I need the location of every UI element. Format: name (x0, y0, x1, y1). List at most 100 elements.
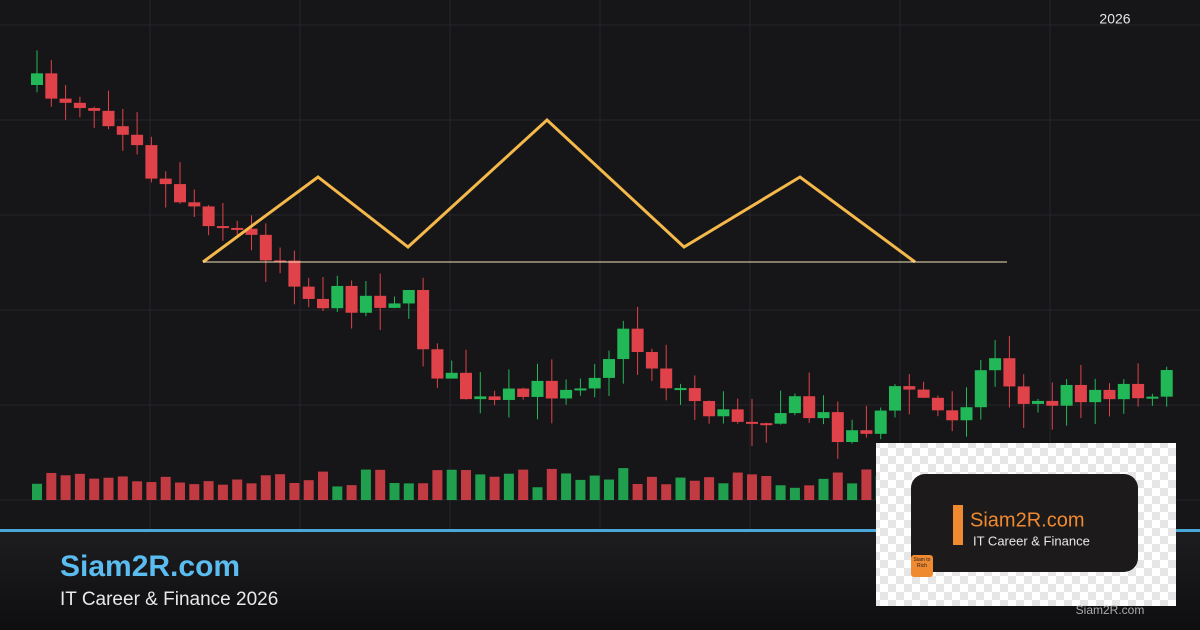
candle-body (703, 401, 716, 417)
volume-bar (704, 477, 715, 500)
volume-bar (475, 474, 486, 500)
candle-body (617, 328, 630, 360)
volume-bar (632, 484, 643, 500)
volume-bar (346, 485, 357, 500)
candle-body (817, 412, 830, 419)
volume-bar (117, 476, 128, 500)
candle-body (1132, 383, 1145, 399)
candle-body (960, 407, 973, 421)
candle-body (1046, 400, 1059, 406)
volume-bar (861, 469, 872, 500)
candle-body (145, 145, 158, 179)
candle-body (931, 397, 944, 411)
volume-bar (546, 468, 557, 500)
volume-bar (375, 469, 386, 500)
volume-bar (103, 477, 114, 500)
candle-body (488, 396, 501, 400)
candle-body (1060, 384, 1073, 406)
volume-bar (303, 480, 314, 500)
logo-bar (953, 505, 963, 545)
candle-body (560, 389, 573, 399)
candle-body (803, 396, 816, 419)
volume-bar (360, 469, 371, 500)
candle-body (359, 295, 372, 313)
volume-bar (32, 483, 42, 500)
volume-bar (732, 472, 743, 500)
candle-body (388, 303, 401, 308)
volume-bar (618, 468, 629, 500)
candle-body (259, 234, 272, 261)
candle-body (545, 380, 558, 399)
volume-bar (604, 479, 614, 500)
logo: Siam2R.com IT Career & Finance Siam to R… (876, 443, 1176, 617)
candle-body (645, 352, 658, 369)
volume-bar (403, 483, 414, 500)
candle-body (188, 202, 201, 207)
volume-bar (589, 475, 600, 500)
candle-body (245, 228, 258, 235)
volume-bar (646, 476, 657, 500)
candle-body (102, 110, 115, 127)
candle-body (31, 73, 43, 85)
candle-body (374, 295, 387, 308)
footer-title: Siam2R.com (60, 550, 240, 583)
candle-body (59, 98, 72, 103)
volume-bar (332, 486, 343, 500)
volume-bar (89, 478, 100, 500)
candle-body (431, 349, 444, 379)
volume-bar (747, 474, 757, 500)
candle-body (974, 370, 987, 408)
candle-body (345, 285, 358, 313)
volume-bar (804, 485, 815, 500)
candle-body (402, 289, 415, 304)
candle-body (131, 134, 144, 146)
volume-bar (561, 473, 572, 500)
logo-badge-box: Siam to Rich (913, 557, 931, 569)
candle-body (788, 396, 801, 414)
volume-bar (232, 479, 243, 500)
candle-body (860, 430, 873, 434)
candle-body (989, 358, 1002, 371)
candle-body (288, 260, 301, 287)
candle-body (760, 423, 773, 426)
logo-card (911, 474, 1138, 572)
candle-body (1017, 386, 1030, 404)
candle-body (917, 389, 930, 398)
volume-bar (418, 483, 429, 500)
volume-bar (318, 471, 328, 500)
logo-title: Siam2R.com (970, 509, 1084, 531)
candle-body (116, 126, 129, 135)
candle-body (1103, 389, 1116, 400)
volume-bar (818, 478, 829, 500)
footer-subtitle: IT Career & Finance 2026 (60, 589, 278, 610)
candle-body (159, 178, 172, 185)
candle-body (445, 372, 458, 379)
candle-body (274, 260, 287, 263)
pattern-line (202, 117, 916, 264)
candle-body (774, 413, 787, 424)
candle-body (874, 410, 887, 434)
volume-bar (532, 487, 543, 500)
logo-caption: Siam2R.com (1076, 603, 1145, 617)
candle-body (1074, 384, 1087, 403)
candle-body (688, 388, 701, 402)
volume-bar (775, 485, 786, 500)
logo-subtitle: IT Career & Finance (973, 533, 1090, 548)
candle-body (603, 359, 615, 378)
candle-body (317, 298, 329, 309)
candle-body (502, 388, 515, 400)
volume-bar (160, 476, 171, 500)
candle-body (417, 289, 430, 350)
candle-body (1089, 389, 1102, 403)
logo-badge-text: Siam to Rich (913, 557, 931, 569)
candle-body (1146, 396, 1159, 399)
candle-body (717, 409, 730, 417)
candle-body (731, 409, 744, 422)
volume-bar (689, 480, 700, 500)
candle-body (831, 412, 844, 443)
candle-body (1003, 358, 1016, 387)
volume-bar (175, 482, 185, 500)
volume-bar (503, 473, 514, 500)
volume-bar (847, 483, 858, 500)
